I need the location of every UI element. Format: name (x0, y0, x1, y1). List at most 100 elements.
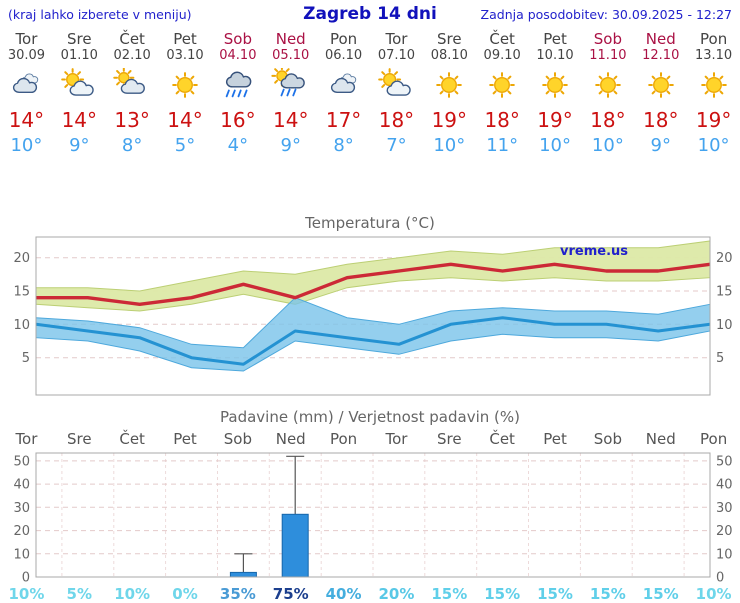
day-date: 08.10 (430, 48, 468, 63)
precip-probability: 0% (172, 585, 198, 603)
precip-day-label: Pet (173, 430, 197, 448)
precip-probability: 15% (589, 585, 626, 603)
svg-text:40: 40 (716, 478, 733, 493)
day-date: 10.10 (536, 48, 574, 63)
precip-probability: 5% (66, 585, 93, 603)
svg-text:10: 10 (716, 318, 733, 333)
min-temperature: 5° (174, 135, 196, 156)
precip-day-label: Ned (645, 430, 676, 448)
day-column[interactable]: Sre 08.10 19° 10° (423, 30, 476, 157)
svg-text:30: 30 (716, 501, 733, 516)
precip-probability: 10% (695, 585, 732, 603)
partly-cloudy-icon (53, 63, 106, 107)
sunny-icon (634, 63, 687, 107)
max-temperature: 19° (537, 108, 573, 132)
day-name: Sre (66, 30, 92, 48)
day-column[interactable]: Sob 11.10 18° 10° (581, 30, 634, 157)
precip-probability-row: 10% 5% 10% 0% 35% 75% 40% 20% 15% 15% 15% 15% 15% 10% (0, 585, 740, 603)
max-temperature: 18° (484, 108, 520, 132)
mostly-cloudy-icon (106, 63, 159, 107)
min-temperature: 8° (121, 135, 143, 156)
precip-probability: 15% (484, 585, 521, 603)
precip-probability: 20% (378, 585, 415, 603)
day-name: Tor (15, 30, 38, 48)
day-name: Pet (173, 30, 197, 48)
partly-cloudy-icon (370, 63, 423, 107)
day-column[interactable]: Čet 09.10 18° 11° (476, 30, 529, 157)
precip-day-label: Sre (66, 430, 92, 448)
min-temperature: 7° (386, 135, 407, 156)
temperature-chart-title: Temperatura (°C) (305, 214, 435, 232)
day-date: 09.10 (483, 48, 521, 63)
svg-text:0: 0 (22, 571, 30, 586)
day-column[interactable]: Ned 05.10 14° 9° (264, 30, 317, 157)
max-temperature: 13° (114, 108, 150, 132)
max-temperature: 16° (220, 108, 256, 132)
day-name: Sob (593, 30, 622, 48)
precip-probability: 15% (642, 585, 679, 603)
day-column[interactable]: Pon 13.10 19° 10° (687, 30, 740, 157)
day-column[interactable]: Pon 06.10 17° 8° (317, 30, 370, 157)
vreme-watermark[interactable]: vreme.us (560, 244, 628, 259)
sunny-icon (476, 63, 529, 107)
min-temperature: 10° (433, 135, 466, 156)
svg-text:30: 30 (13, 501, 30, 516)
day-column[interactable]: Sob 04.10 16° 4° (211, 30, 264, 157)
sunny-icon (423, 63, 476, 107)
sunny-icon (159, 63, 212, 107)
max-temperature: 14° (8, 108, 45, 132)
day-name: Čet (489, 30, 515, 48)
precip-probability: 15% (431, 585, 468, 603)
max-temperature: 14° (273, 108, 309, 132)
svg-text:10: 10 (13, 318, 30, 333)
day-column[interactable]: Pet 03.10 14° 5° (159, 30, 212, 157)
svg-text:0: 0 (716, 571, 724, 586)
min-temperature: 4° (227, 135, 249, 156)
top-bar: (kraj lahko izberete v meniju) Zagreb 14… (0, 0, 740, 24)
day-name: Ned (275, 30, 306, 48)
svg-text:15: 15 (716, 285, 733, 300)
day-column[interactable]: Tor 30.09 14° 10° (0, 30, 53, 157)
min-temperature: 10° (697, 135, 730, 156)
precip-day-labels-row: Tor Sre Čet Pet Sob Ned Pon Tor Sre Čet Pet Sob Ned P… (0, 429, 740, 449)
max-temperature: 14° (167, 108, 203, 132)
rain-sun-icon (264, 63, 317, 107)
cloudy-icon (0, 63, 53, 107)
day-date: 13.10 (694, 48, 733, 63)
day-date: 30.09 (7, 48, 46, 63)
min-temperature: 9° (69, 135, 90, 156)
precip-day-label: Pet (543, 430, 567, 448)
svg-text:5: 5 (716, 351, 724, 366)
day-column[interactable]: Pet 10.10 19° 10° (529, 30, 582, 157)
day-column[interactable]: Sre 01.10 14° 9° (53, 30, 106, 157)
day-date: 03.10 (166, 48, 204, 63)
day-date: 02.10 (113, 48, 151, 63)
max-temperature: 17° (325, 108, 362, 132)
max-temperature: 14° (61, 108, 98, 132)
precip-probability: 75% (272, 585, 309, 603)
day-column[interactable]: Čet 02.10 13° 8° (106, 30, 159, 157)
precip-probability: 10% (8, 585, 45, 603)
temperature-chart: 5 5 10 10 15 15 20 20 vreme.us (13, 236, 733, 396)
max-temperature: 19° (695, 108, 732, 132)
precip-day-label: Čet (119, 430, 145, 448)
min-temperature: 9° (650, 135, 671, 156)
max-temperature: 18° (643, 108, 679, 132)
precipitation-chart: 0 0 10 10 20 20 30 30 40 40 50 50 (13, 452, 733, 586)
forecast-days-row: Tor 30.09 14° 10° Sre 01.10 14° 9° Čet 02.10 13° 8°… (0, 30, 740, 157)
precip-probability: 35% (219, 585, 256, 603)
day-column[interactable]: Ned 12.10 18° 9° (634, 30, 687, 157)
day-column[interactable]: Tor 07.10 18° 7° (370, 30, 423, 157)
sunny-icon (529, 63, 582, 107)
max-temperature: 19° (431, 108, 468, 132)
rain-icon (211, 63, 264, 107)
day-date: 05.10 (272, 48, 310, 63)
last-update-text: Zadnja posodobitev: 30.09.2025 - 12:27 (480, 6, 732, 22)
precip-probability: 15% (537, 585, 573, 603)
precip-day-label: Čet (489, 430, 515, 448)
min-temperature: 9° (280, 135, 301, 156)
day-name: Tor (385, 30, 408, 48)
svg-text:5: 5 (22, 351, 30, 366)
max-temperature: 18° (590, 108, 626, 132)
day-date: 12.10 (642, 48, 680, 63)
